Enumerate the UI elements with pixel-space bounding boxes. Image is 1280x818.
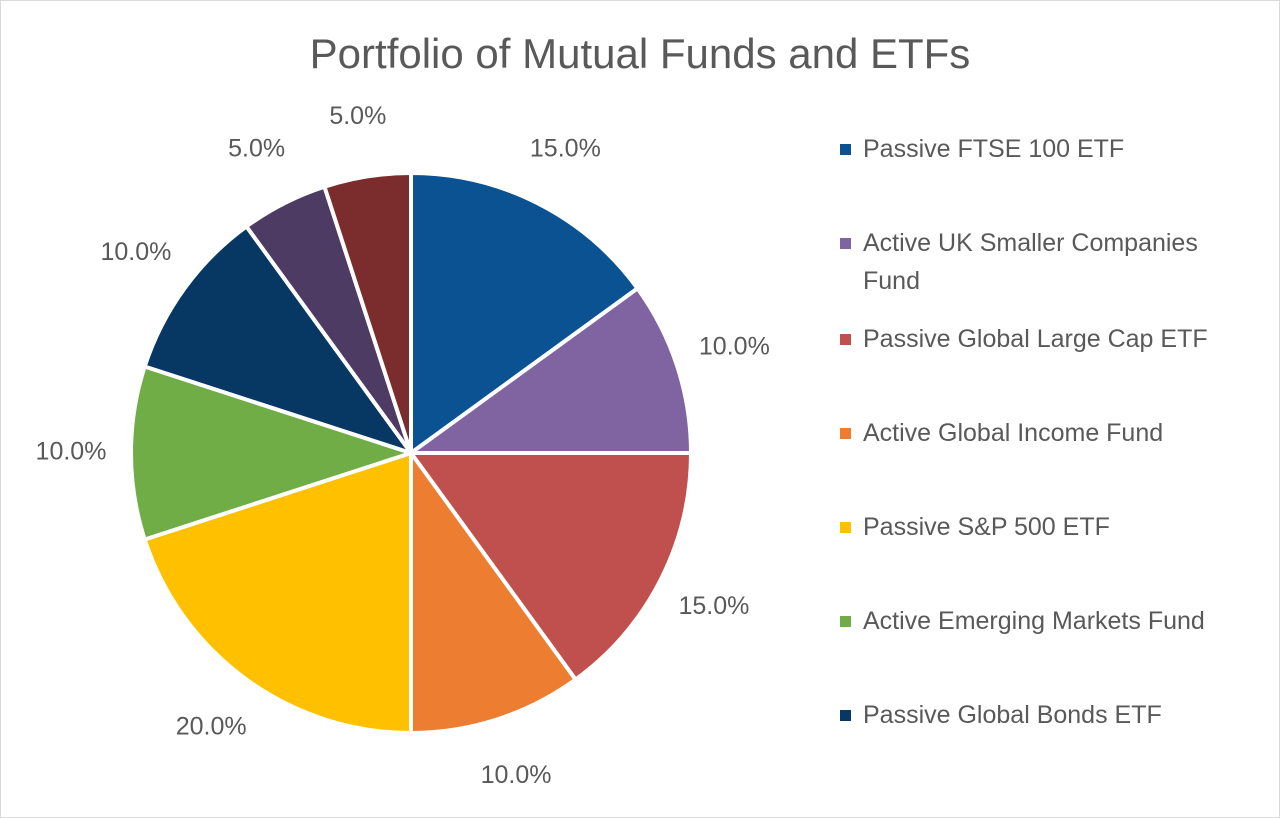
legend-label: Active Emerging Markets Fund [863,607,1205,635]
legend-swatch [840,616,851,627]
legend-swatch [840,334,851,345]
legend-label: Active UK Smaller Companies Fund [863,229,1198,295]
legend-swatch [840,238,851,249]
data-label-2: 10.0% [699,333,770,361]
data-label-5: 20.0% [176,713,247,741]
legend-label: Active Global Income Fund [863,419,1164,447]
pie-slice-1 [409,171,640,455]
data-label-1: 15.0% [530,135,601,163]
legend-item: Active Global Income Fund [840,414,1253,452]
legend-item: Passive S&P 500 ETF [840,508,1253,546]
pie-slice-3 [409,451,693,682]
legend-swatch [840,710,851,721]
legend-item: Active UK Smaller Companies Fund [840,224,1253,300]
pie-slice-9 [322,171,413,455]
data-label-3: 15.0% [678,592,749,620]
legend-item: Active Emerging Markets Fund [840,602,1253,640]
legend-item: Passive FTSE 100 ETF [840,130,1253,168]
legend-label: Passive Global Large Cap ETF [863,325,1208,353]
data-label-8: 5.0% [228,135,285,163]
data-label-6: 10.0% [36,438,107,466]
chart-title: Portfolio of Mutual Funds and ETFs [309,30,971,77]
legend-label: Passive S&P 500 ETF [863,513,1110,541]
legend-swatch [840,144,851,155]
pie-slice-2 [409,286,693,455]
data-label-4: 10.0% [481,761,552,789]
data-label-7: 10.0% [100,238,171,266]
pie-slice-5 [142,451,413,735]
legend-item: Passive Global Large Cap ETF [840,320,1253,358]
legend-label: Passive Global Bonds ETF [863,701,1162,729]
legend-swatch [840,428,851,439]
pie-slice-6 [129,364,413,542]
legend-swatch [840,522,851,533]
data-label-9: 5.0% [329,102,386,130]
legend-item: Passive Global Bonds ETF [840,696,1253,734]
legend-label: Passive FTSE 100 ETF [863,135,1125,163]
pie-slice-4 [409,451,578,735]
pie-slice-7 [142,224,413,455]
